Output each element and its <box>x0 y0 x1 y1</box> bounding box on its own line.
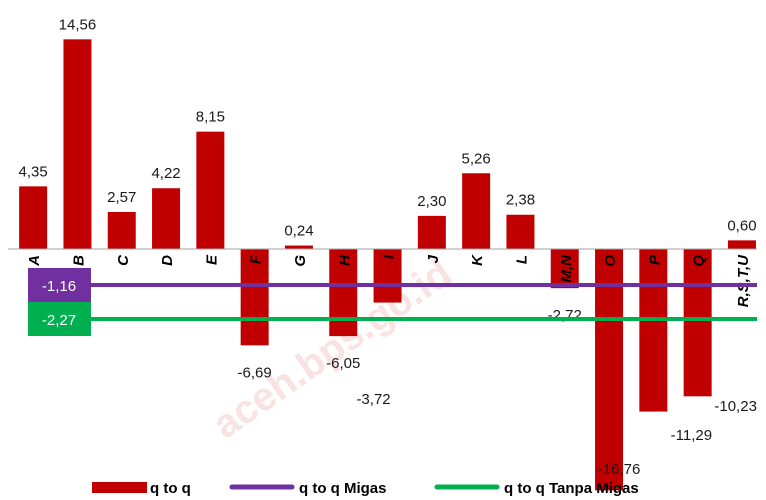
tick-label: P <box>646 254 663 265</box>
bar-g <box>284 245 313 249</box>
value-label: 4,22 <box>151 165 180 182</box>
value-label: -11,29 <box>671 427 712 444</box>
value-label: 2,57 <box>107 189 136 206</box>
bar-i <box>373 249 402 303</box>
tick-label: B <box>70 255 87 266</box>
tick-label: K <box>469 254 486 266</box>
tick-label: O <box>602 255 619 267</box>
value-label: 0,60 <box>727 217 756 234</box>
bar-d <box>152 188 181 249</box>
tick-label: E <box>203 254 220 265</box>
bar-k <box>462 173 491 249</box>
tick-label: H <box>336 254 353 266</box>
legend-label: q to q <box>150 480 191 497</box>
line-value-label: -2,27 <box>42 312 76 329</box>
bar-rstu <box>727 240 756 249</box>
value-label: 0,24 <box>284 223 313 240</box>
value-label: -3,72 <box>356 391 390 408</box>
value-label: -2,72 <box>548 307 582 324</box>
tick-label: M,N <box>558 254 575 283</box>
value-label: -16,76 <box>598 461 641 478</box>
tick-label: R,S,T,U <box>735 254 752 307</box>
bar-o <box>595 249 624 491</box>
tick-label: D <box>159 255 176 266</box>
value-label: -6,05 <box>326 355 360 372</box>
tick-label: I <box>381 254 398 259</box>
bars-group <box>19 39 756 491</box>
value-label: -6,69 <box>238 364 272 381</box>
value-label: 4,35 <box>19 163 48 180</box>
bar-a <box>19 186 48 249</box>
bar-l <box>506 214 535 249</box>
bar-f <box>240 249 269 346</box>
value-label: -10,23 <box>714 398 757 415</box>
tick-label: C <box>115 254 132 266</box>
bar-h <box>329 249 358 337</box>
legend-label: q to q Migas <box>299 480 387 497</box>
value-label: 14,56 <box>59 16 97 33</box>
tick-labels-group: A B C D E F G H I J K L M,N O P Q R,S,T,U <box>26 254 752 307</box>
line-value-box <box>28 302 91 336</box>
tick-label: F <box>248 254 265 264</box>
tick-label: G <box>292 255 309 267</box>
tick-label: L <box>513 255 530 264</box>
bar-b <box>63 39 92 249</box>
tick-label: A <box>26 255 43 267</box>
reference-lines-group: -1,16 -2,27 <box>28 268 757 336</box>
legend-label: q to q Tanpa Migas <box>504 480 639 497</box>
bar-j <box>417 215 446 249</box>
tick-label: Q <box>691 255 708 267</box>
bar-e <box>196 131 225 249</box>
legend: q to q q to q Migas q to q Tanpa Migas <box>92 480 639 497</box>
line-value-box <box>28 268 91 302</box>
value-label: 8,15 <box>196 109 225 126</box>
tick-label: J <box>425 254 442 263</box>
bar-c <box>107 211 136 249</box>
line-value-label: -1,16 <box>42 278 76 295</box>
bar-p <box>639 249 668 412</box>
value-label: 2,38 <box>506 192 535 209</box>
bar-mn <box>550 249 579 289</box>
value-label: 5,26 <box>462 150 491 167</box>
bar-q <box>683 249 712 397</box>
legend-swatch <box>92 482 147 493</box>
value-label: 2,30 <box>417 193 446 210</box>
